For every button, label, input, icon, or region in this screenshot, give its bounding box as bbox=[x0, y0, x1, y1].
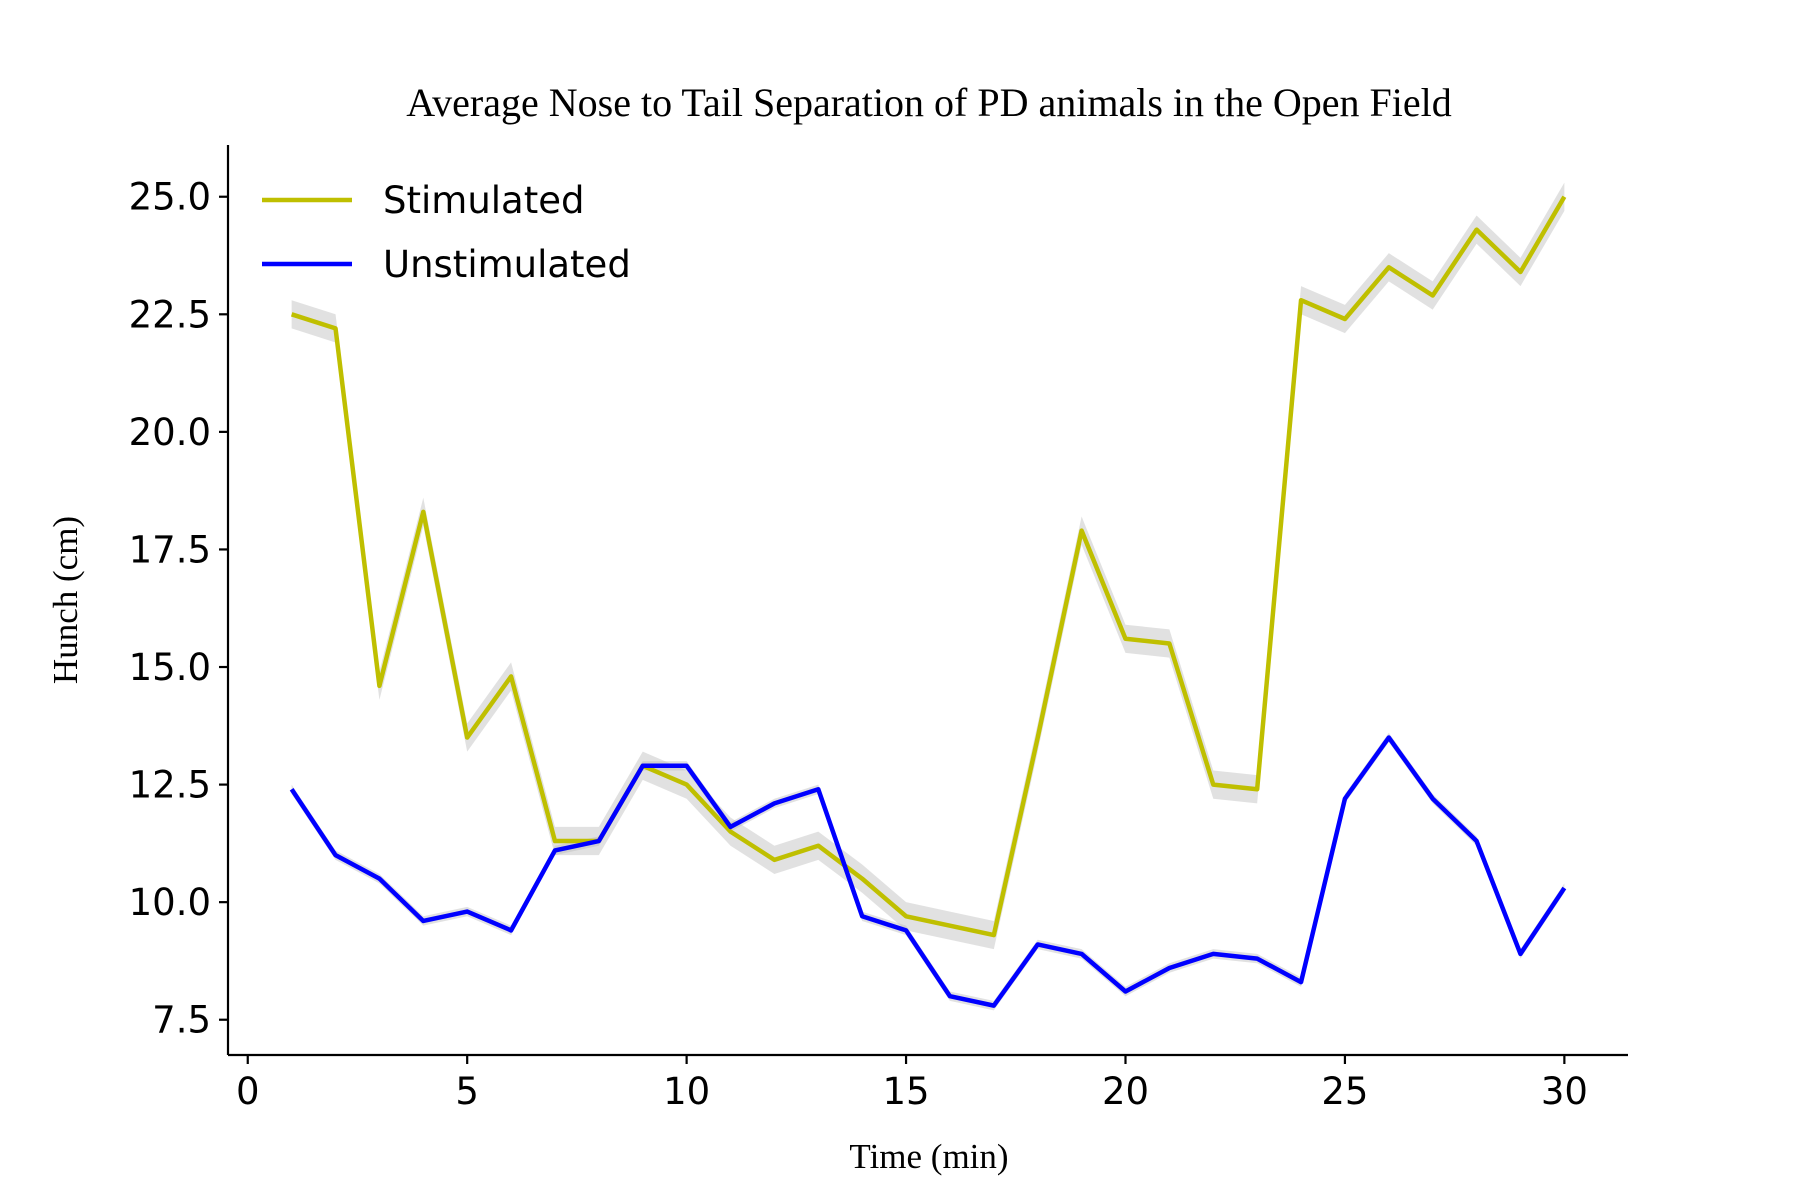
confidence-bands bbox=[291, 182, 1565, 1011]
confidence-band-unstimulated bbox=[291, 732, 1565, 1011]
chart-title: Average Nose to Tail Separation of PD an… bbox=[406, 80, 1452, 125]
x-axis-ticks: 0 5 10 15 20 25 30 bbox=[236, 1055, 1588, 1113]
x-axis-label: Time (min) bbox=[849, 1137, 1008, 1176]
x-tick-label: 0 bbox=[236, 1070, 260, 1113]
series-line-stimulated bbox=[290, 195, 1567, 938]
legend-label-stimulated: Stimulated bbox=[383, 179, 584, 222]
x-tick-label: 5 bbox=[455, 1070, 479, 1113]
y-tick-label: 10.0 bbox=[129, 881, 211, 924]
confidence-band-stimulated bbox=[291, 182, 1565, 950]
y-tick-label: 22.5 bbox=[129, 293, 211, 336]
x-tick-label: 10 bbox=[663, 1070, 710, 1113]
series-lines bbox=[289, 195, 1567, 1008]
y-axis-ticks: 7.5 10.0 12.5 15.0 17.5 20.0 22.5 25.0 bbox=[129, 176, 228, 1042]
axes bbox=[226, 145, 1628, 1057]
series-line-unstimulated bbox=[289, 735, 1567, 1008]
legend: Stimulated Unstimulated bbox=[262, 179, 631, 286]
y-axis-label: Hunch (cm) bbox=[46, 516, 85, 684]
y-tick-label: 12.5 bbox=[129, 764, 211, 807]
y-tick-label: 7.5 bbox=[152, 999, 211, 1042]
y-tick-label: 25.0 bbox=[129, 176, 211, 219]
x-tick-label: 25 bbox=[1321, 1070, 1368, 1113]
y-tick-label: 20.0 bbox=[129, 411, 211, 454]
x-tick-label: 30 bbox=[1541, 1070, 1588, 1113]
x-tick-label: 20 bbox=[1102, 1070, 1149, 1113]
y-tick-label: 17.5 bbox=[129, 528, 211, 571]
legend-label-unstimulated: Unstimulated bbox=[383, 243, 631, 286]
x-tick-label: 15 bbox=[883, 1070, 930, 1113]
y-tick-label: 15.0 bbox=[129, 646, 211, 689]
